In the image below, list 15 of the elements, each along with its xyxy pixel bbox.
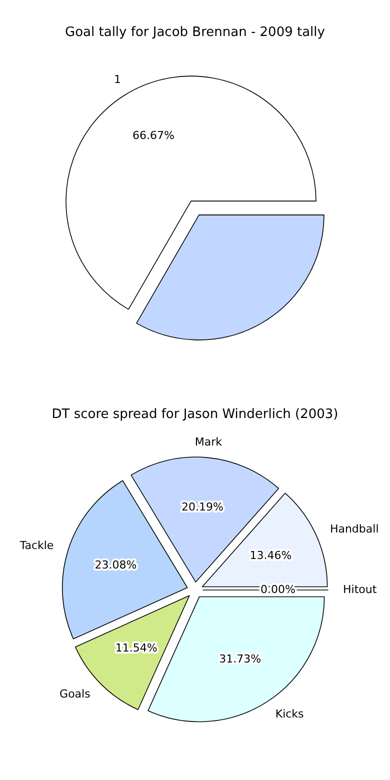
data-label: 66.67% <box>132 129 174 142</box>
chart-title: DT score spread for Jason Winderlich (2003) <box>52 407 338 422</box>
data-label: 20.19% <box>182 500 224 514</box>
slice-label: 1 <box>114 72 121 86</box>
data-label: 11.54% <box>115 642 158 655</box>
category-label: Hitout <box>343 583 377 596</box>
slice-label: Mark <box>194 436 223 449</box>
slice-label: Goals <box>60 688 91 701</box>
slice-label: Tackle <box>18 538 54 552</box>
data-label: 31.73% <box>219 652 262 666</box>
data-label: 23.08% <box>94 558 137 572</box>
data-label: 13.46% <box>250 548 292 562</box>
slice-label: Kicks <box>275 707 304 720</box>
slice-label: Handball <box>330 522 379 536</box>
chart-title: Goal tally for Jacob Brennan - 2009 tally <box>65 25 326 40</box>
